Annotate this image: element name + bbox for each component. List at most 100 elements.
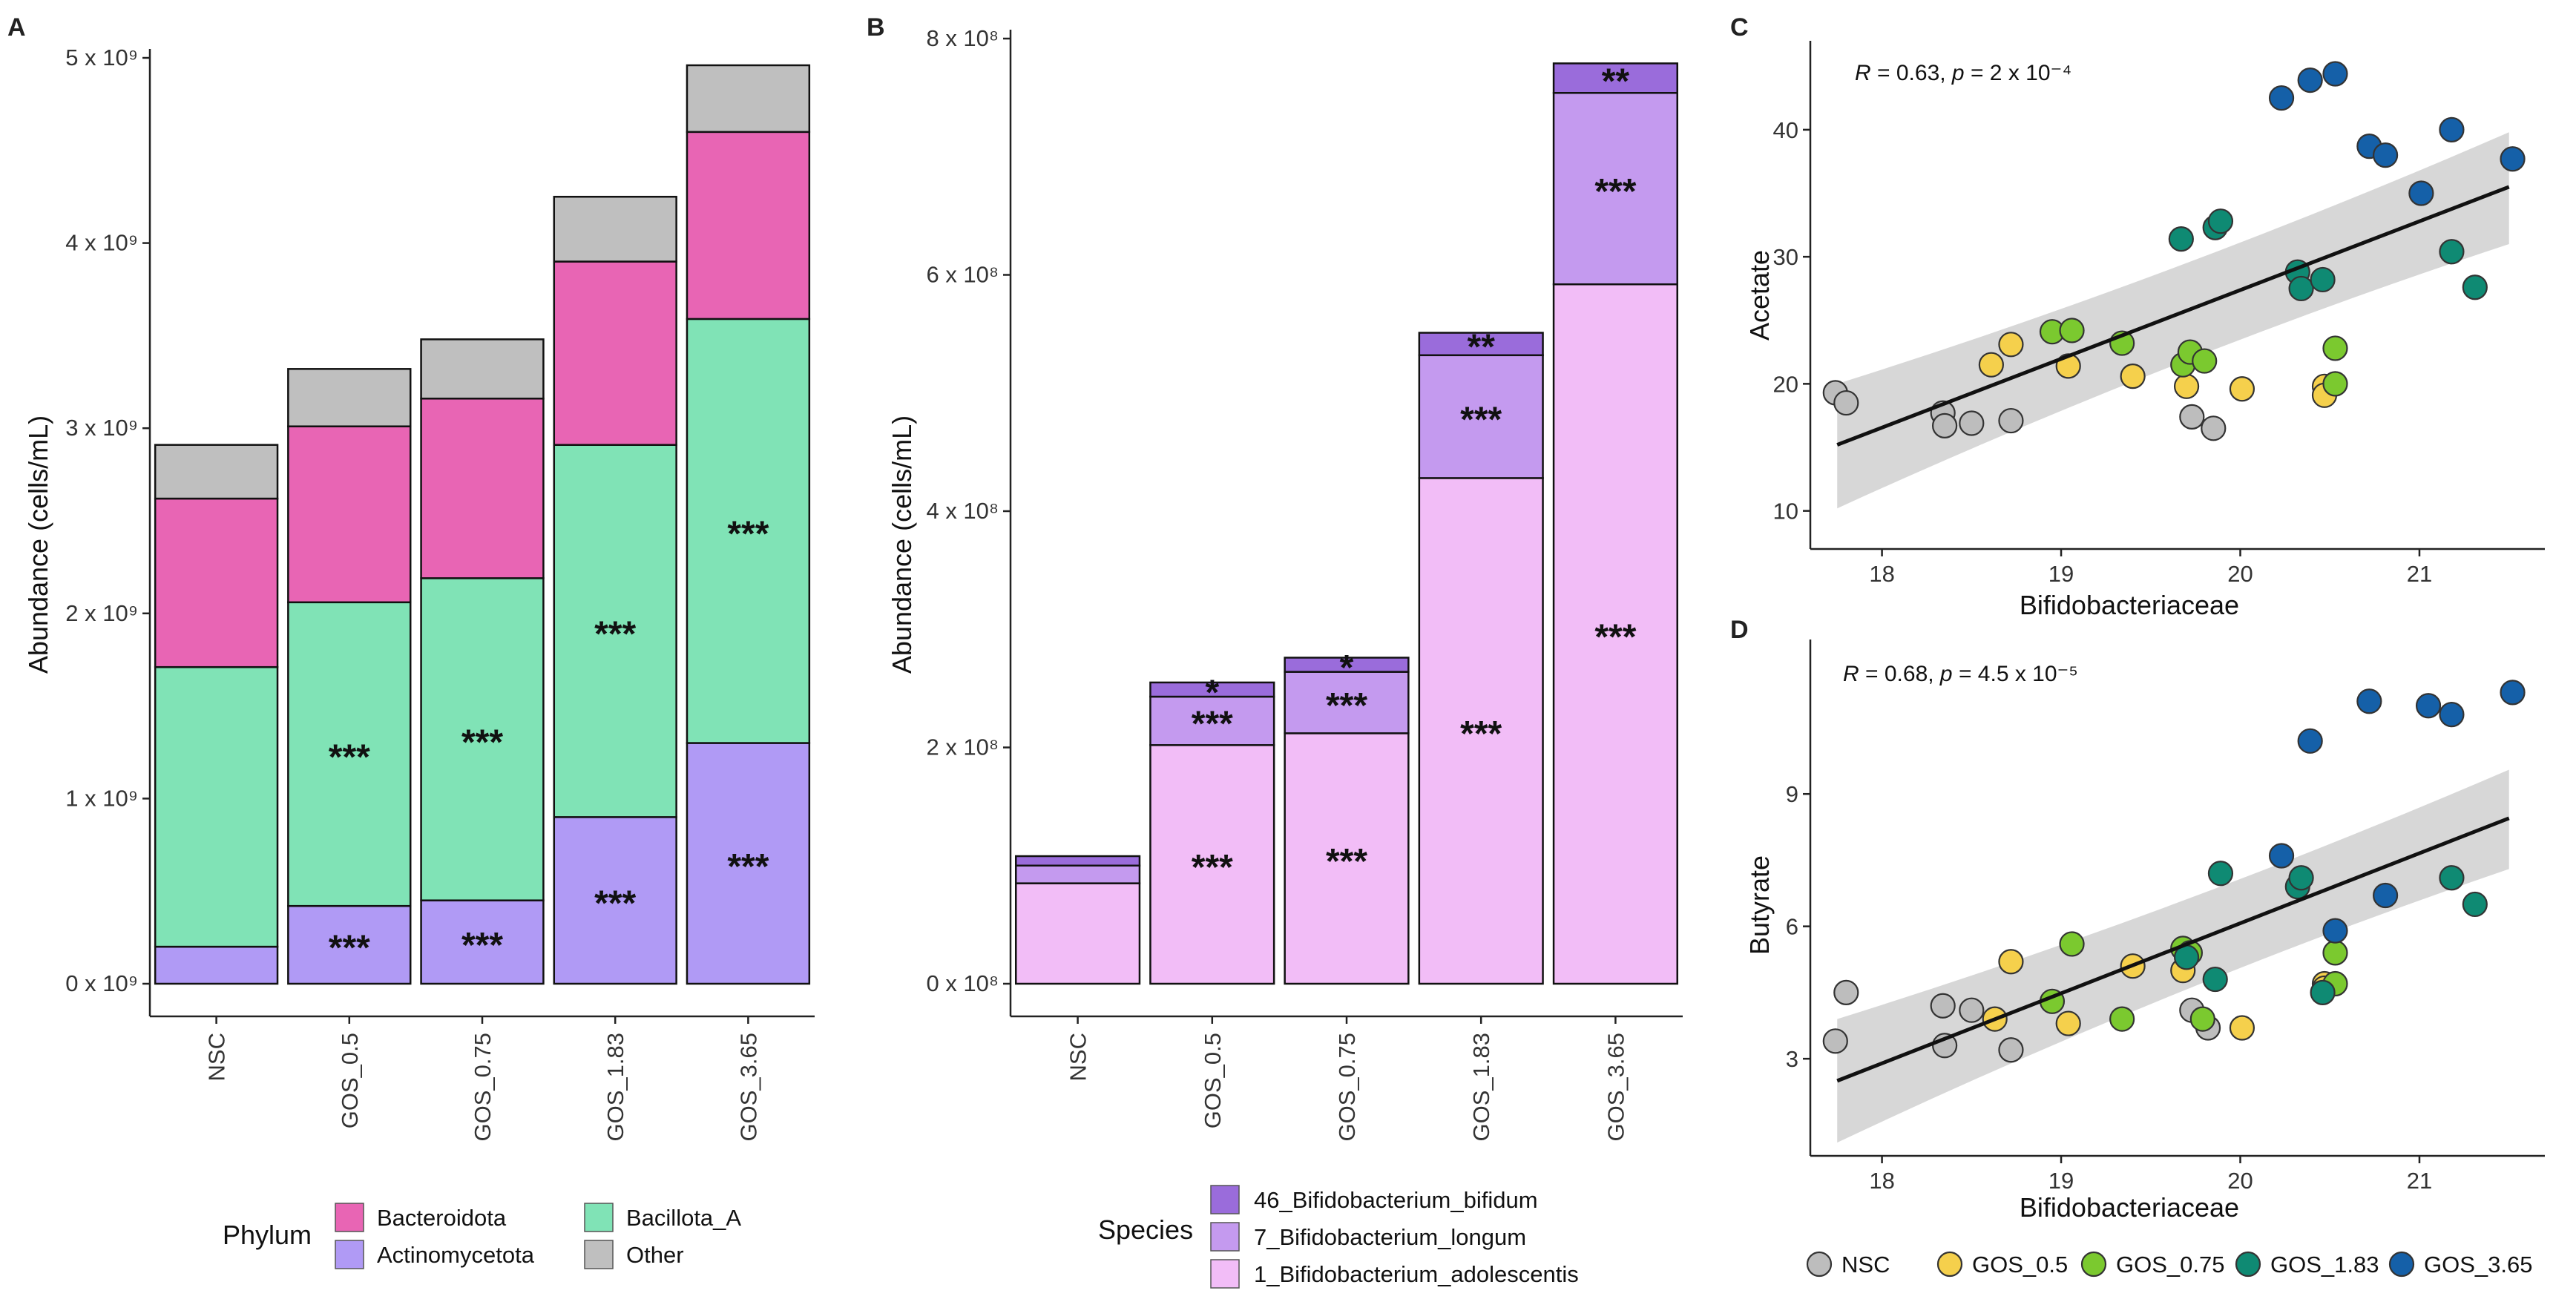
- panel-c-point: [2192, 348, 2218, 374]
- significance-label: ***: [461, 926, 503, 965]
- legend-swatch: [584, 1203, 614, 1232]
- bar-segment: [420, 577, 545, 901]
- panel-d-r-label: R: [1843, 662, 1859, 686]
- panel-d-point: [2297, 728, 2323, 754]
- significance-label: ***: [329, 929, 370, 968]
- bar-segment: [1552, 92, 1679, 286]
- legend-marker: [2080, 1251, 2107, 1278]
- legend-swatch: [335, 1203, 364, 1232]
- panel-d-point: [2229, 1015, 2255, 1041]
- panel-a-y-axis-title: Abundance (cells/mL): [23, 415, 53, 674]
- bar-segment: [1284, 657, 1410, 673]
- panel-letter-d: D: [1730, 616, 1749, 644]
- y-tick-label: 9: [1786, 781, 1798, 807]
- bar-segment: [154, 444, 279, 500]
- significance-label: ***: [727, 515, 769, 554]
- bar-segment: [553, 816, 677, 985]
- panel-letter-c: C: [1730, 13, 1749, 42]
- legend-swatch: [1210, 1185, 1240, 1214]
- legend-label: GOS_1.83: [2270, 1252, 2379, 1278]
- panel-d-point: [2372, 882, 2399, 909]
- panel-d-p-value: = 4.5 x 10⁻⁵: [1953, 662, 2078, 686]
- y-tick-label: 8 x 10⁸: [926, 25, 999, 51]
- panel-letter-a: A: [7, 13, 26, 42]
- bar-segment: [553, 260, 677, 446]
- significance-label: ***: [1460, 714, 1502, 754]
- bar-segment: [1284, 671, 1410, 734]
- panel-b-legend-title: Species: [1098, 1214, 1193, 1245]
- y-tick-label: 5 x 10⁹: [65, 45, 138, 70]
- panel-c-point: [1833, 389, 1859, 416]
- panel-c-point: [2322, 61, 2348, 87]
- bar-segment: [287, 368, 412, 427]
- legend-label: GOS_0.5: [1972, 1252, 2068, 1278]
- x-tick-label: GOS_0.75: [470, 1033, 496, 1141]
- panel-d-point: [2415, 693, 2442, 719]
- y-tick-label: 6: [1786, 914, 1798, 940]
- panel-c-point: [2322, 335, 2348, 361]
- bar-segment: [420, 398, 545, 579]
- panel-d-point: [2322, 918, 2348, 944]
- legend-label: Bacillota_A: [626, 1205, 741, 1231]
- bar-segment: [1149, 695, 1275, 746]
- panel-d-y-axis-title: Butyrate: [1744, 855, 1775, 955]
- bar-segment: [1552, 62, 1679, 94]
- panel-d-point: [2055, 1010, 2081, 1036]
- legend-swatch: [335, 1240, 364, 1269]
- panel-d-point: [1822, 1028, 1848, 1054]
- legend-label: Bacteroidota: [377, 1205, 507, 1231]
- panel-c-p-value: = 2 x 10⁻⁴: [1965, 61, 2072, 85]
- panel-d-point: [2207, 861, 2234, 887]
- y-tick-label: 0 x 10⁹: [65, 970, 138, 996]
- significance-label: ***: [1192, 705, 1233, 744]
- panel-d-regression-line: [1836, 816, 2510, 1083]
- bar-segment: [154, 497, 279, 668]
- legend-marker: [2235, 1251, 2261, 1278]
- y-tick-label: 4 x 10⁹: [65, 230, 138, 256]
- y-tick-label: 10: [1773, 499, 1798, 525]
- significance-label: *: [1340, 648, 1354, 688]
- legend-label: Other: [626, 1242, 684, 1268]
- legend-swatch: [1210, 1259, 1240, 1289]
- panel-a-legend-title: Phylum: [223, 1220, 312, 1250]
- legend-marker: [1806, 1251, 1833, 1278]
- x-tick-label: 20: [2227, 561, 2253, 587]
- bar-segment: [1149, 744, 1275, 985]
- y-tick-label: 6 x 10⁸: [926, 262, 999, 288]
- panel-d-point: [2439, 865, 2465, 891]
- panel-c-point: [2201, 415, 2227, 441]
- significance-label: ***: [1594, 172, 1636, 211]
- x-tick-label: 19: [2048, 1168, 2074, 1194]
- legend-marker: [1936, 1251, 1963, 1278]
- bar-segment: [287, 425, 412, 604]
- significance-label: **: [1468, 328, 1496, 367]
- panel-d-correlation-annotation: R = 0.68, p = 4.5 x 10⁻⁵: [1843, 662, 2078, 686]
- x-tick-label: 21: [2407, 1168, 2432, 1194]
- y-tick-label: 20: [1773, 371, 1798, 397]
- significance-label: ***: [461, 723, 503, 763]
- panel-d-point: [2189, 1006, 2215, 1032]
- legends: Actinomycetota Bacillota_A Bacteroidota Oth…: [335, 1185, 2532, 1289]
- bar-segment: [1149, 681, 1275, 698]
- panel-a-bar-chart: 0 x 10⁹ 1 x 10⁹ 2 x 10⁹ 3 x 10⁹ 4 x 10⁹ 5 x 1…: [65, 45, 815, 1141]
- panel-d-point: [2288, 865, 2314, 891]
- significance-label: *: [1205, 673, 1219, 712]
- panel-d-point: [1998, 1037, 2024, 1063]
- panel-c-point: [1959, 410, 1985, 436]
- legend-label: 7_Bifidobacterium_longum: [1254, 1224, 1526, 1250]
- significance-label: ***: [1594, 618, 1636, 657]
- significance-label: ***: [594, 884, 636, 924]
- x-tick-label: GOS_3.65: [735, 1033, 761, 1141]
- panel-c-point: [2059, 318, 2085, 343]
- y-tick-label: 40: [1773, 117, 1798, 143]
- panel-d-r-value: = 0.68,: [1859, 662, 1940, 686]
- panel-d-point: [2356, 688, 2382, 714]
- bar-segment: [1552, 283, 1679, 985]
- panel-b-y-axis-title: Abundance (cells/mL): [887, 415, 917, 674]
- bar-segment: [1418, 354, 1544, 479]
- y-tick-label: 2 x 10⁸: [926, 734, 999, 760]
- panel-d-point: [2322, 940, 2348, 966]
- panel-c-regression-line: [1836, 185, 2510, 447]
